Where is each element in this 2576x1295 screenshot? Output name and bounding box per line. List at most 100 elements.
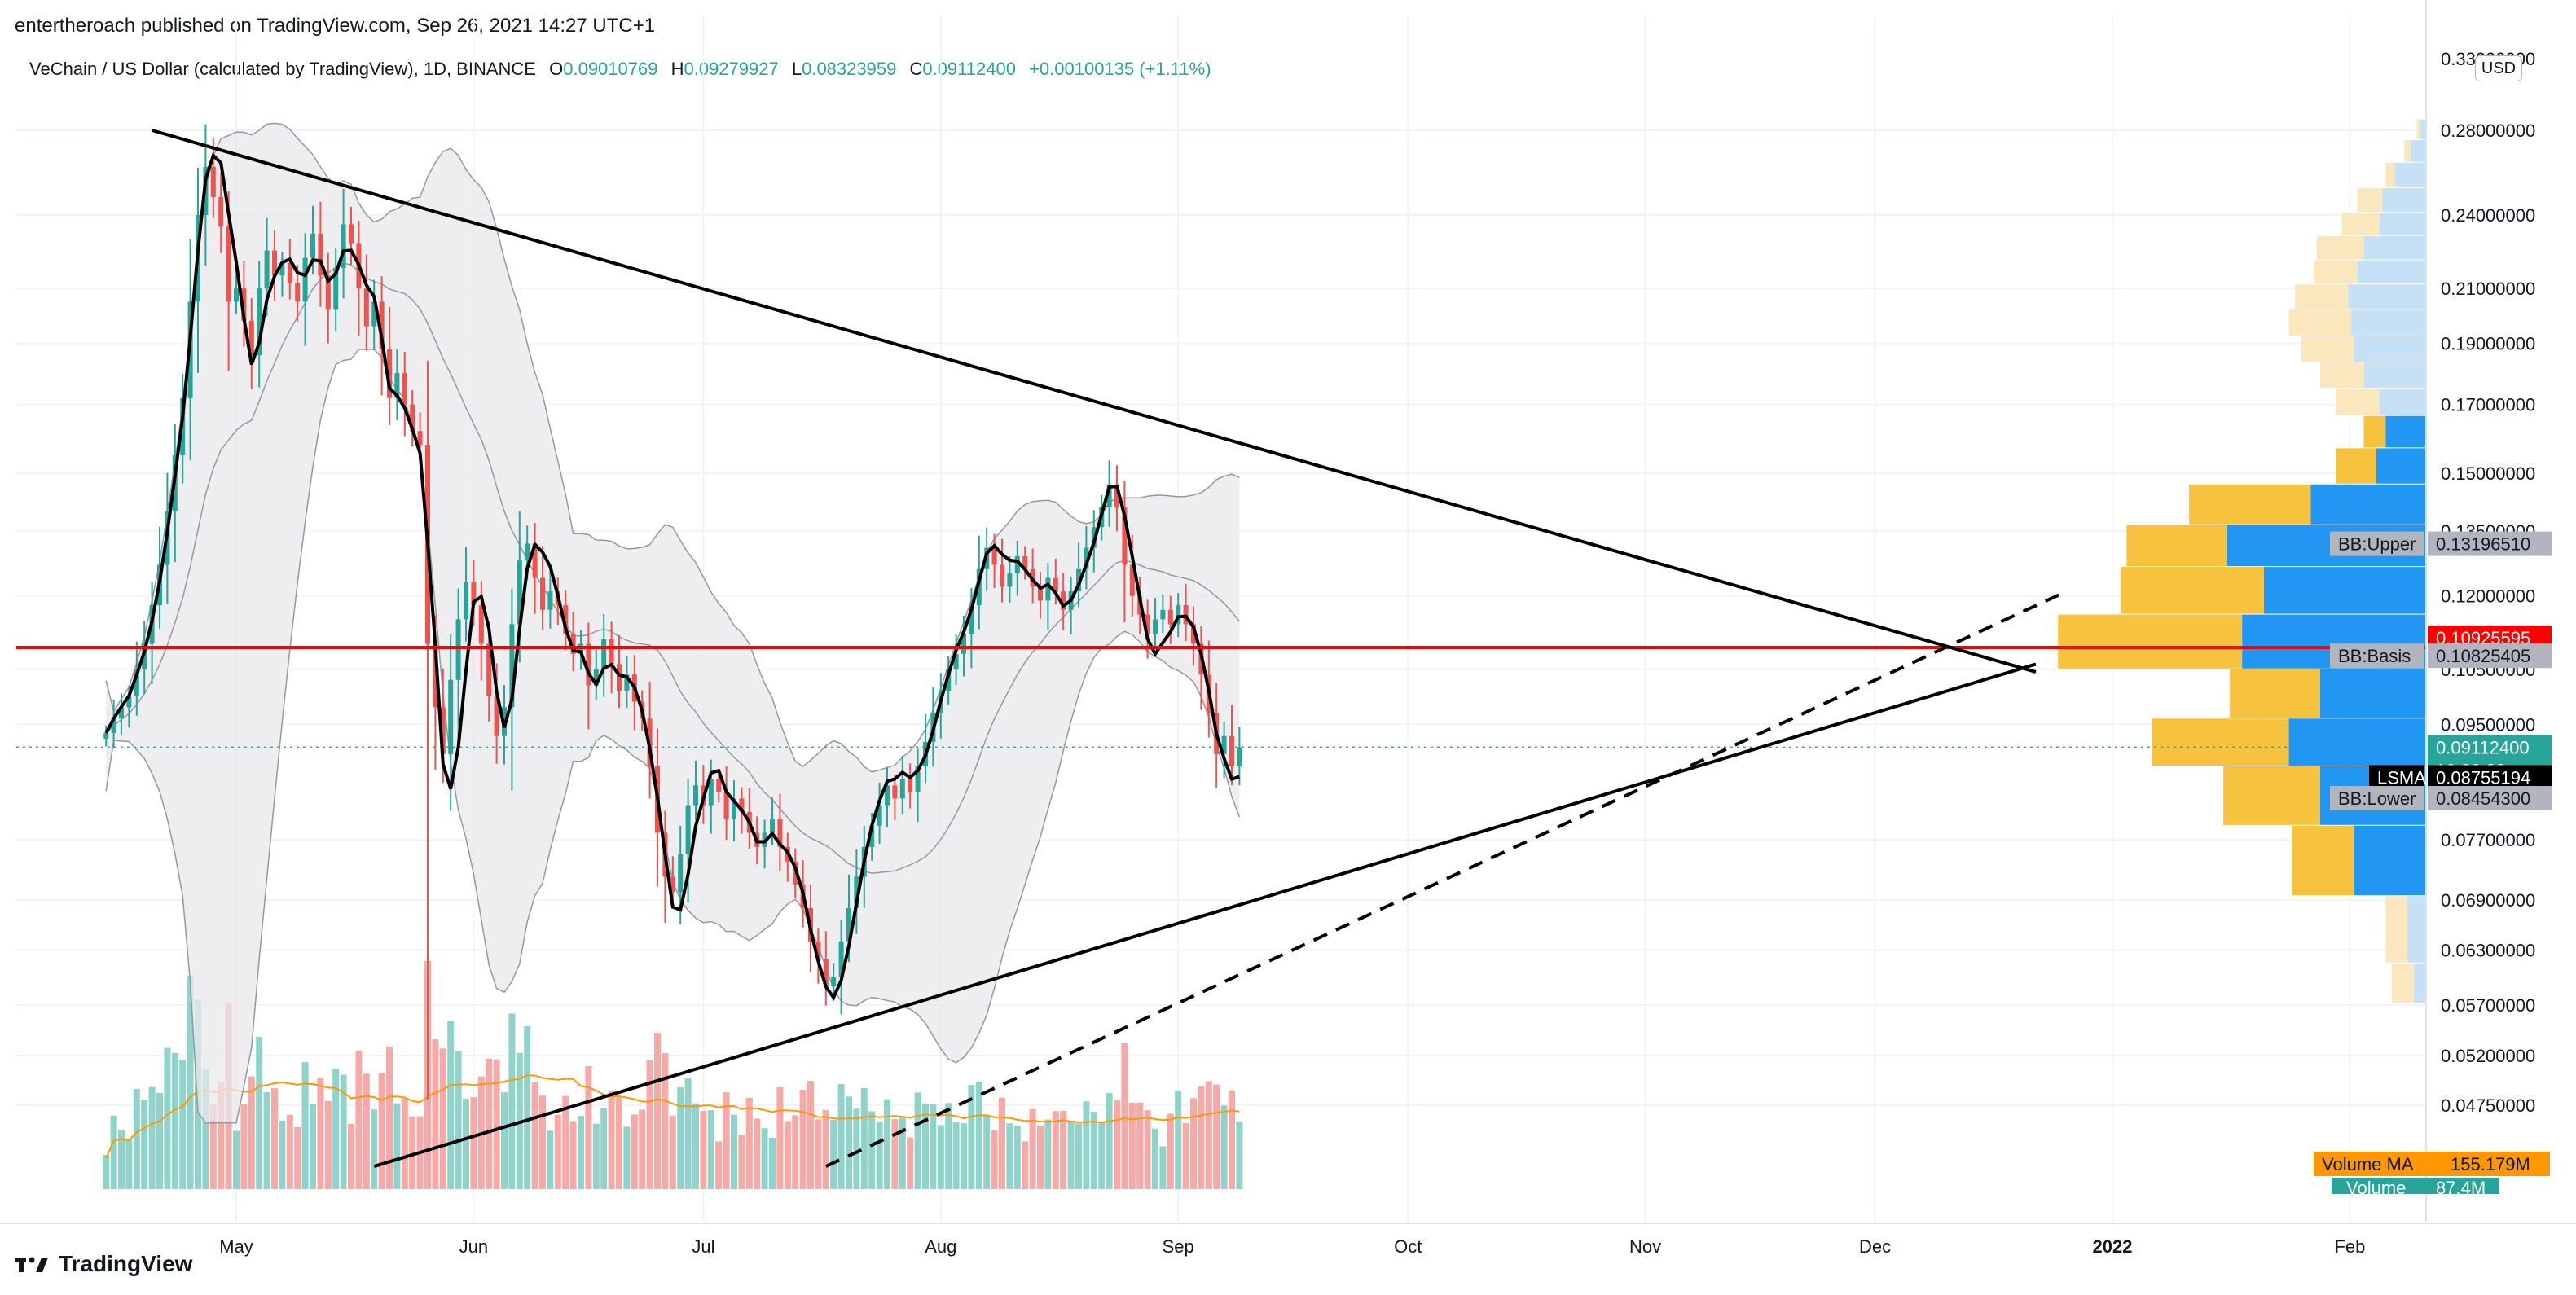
- volume-bar: [263, 1092, 270, 1189]
- candle-body: [241, 288, 247, 321]
- candle-body: [379, 301, 385, 349]
- candle-body: [210, 166, 216, 197]
- volume-bar: [432, 1039, 439, 1189]
- candle-body: [302, 257, 308, 302]
- symbol-title: VeChain / US Dollar (calculated by Tradi…: [29, 59, 536, 79]
- volume-bar: [1029, 1108, 1036, 1189]
- time-axis[interactable]: May Jun Jul Aug Sep Oct Nov Dec 2022 Feb: [219, 1236, 2365, 1257]
- candle-body: [318, 233, 323, 276]
- volume-profile-down: [2152, 718, 2289, 766]
- volume-profile-down: [2385, 896, 2408, 963]
- volume-bar: [608, 1091, 615, 1189]
- price-tag-label-box: [2330, 786, 2424, 811]
- candle-body: [295, 283, 301, 302]
- price-tag-value: 0.10825405: [2436, 646, 2530, 666]
- volume-bar: [148, 1086, 156, 1189]
- volume-bar: [922, 1103, 929, 1189]
- volume-bar: [1114, 1100, 1120, 1189]
- volume-bar: [914, 1092, 921, 1189]
- volume-bar: [1190, 1098, 1197, 1189]
- volume-ma-line: [105, 1074, 1240, 1159]
- price-tick-label: 0.24000000: [2441, 205, 2535, 226]
- time-tick-label: Nov: [1629, 1236, 1661, 1257]
- candle-body: [563, 605, 569, 634]
- time-tick-label: 2022: [2093, 1236, 2133, 1257]
- price-tag-label-box: [2369, 765, 2424, 790]
- volume-bar: [868, 1111, 876, 1189]
- candle-body: [264, 250, 270, 289]
- time-tick-label: May: [219, 1236, 253, 1257]
- candle-body: [617, 664, 622, 691]
- candle-body: [532, 543, 538, 578]
- volume-bar: [1098, 1122, 1106, 1189]
- volume-bar: [891, 1119, 899, 1189]
- price-tag-label: BB:Lower: [2338, 788, 2416, 809]
- volume-bar: [1182, 1122, 1189, 1189]
- volume-profile-up: [2410, 140, 2426, 162]
- volume-bar: [531, 1082, 538, 1189]
- candle-body: [1084, 547, 1089, 569]
- trendlines[interactable]: [152, 129, 2068, 1168]
- price-tag: 0.08755194 LSMA: [2369, 765, 2552, 790]
- volume-bar: [363, 1073, 370, 1189]
- volume-bar: [1006, 1123, 1013, 1189]
- volume-label: Volume: [2346, 1178, 2406, 1198]
- volume-bar: [1037, 1125, 1044, 1189]
- candle-body: [1176, 605, 1181, 625]
- candle-body: [455, 619, 461, 680]
- volume-ma-value: 155.179M: [2451, 1154, 2530, 1174]
- volume-bar: [784, 1121, 791, 1189]
- candle-body: [953, 653, 959, 669]
- candle-body: [1022, 555, 1028, 569]
- volume-bar: [294, 1127, 301, 1189]
- volume-bar: [271, 1088, 278, 1189]
- volume-profile-up: [2354, 825, 2426, 896]
- volume-bar: [884, 1099, 890, 1189]
- volume-bar: [348, 1123, 354, 1189]
- volume-bar: [125, 1139, 133, 1189]
- lsma-line: [104, 152, 1241, 1001]
- volume-bar: [815, 1119, 822, 1189]
- trendline: [373, 662, 2037, 1168]
- volume-profile-up: [2376, 448, 2426, 484]
- volume-bar: [401, 1098, 408, 1189]
- volume-bar: [547, 1130, 554, 1189]
- candle-body: [732, 798, 736, 819]
- price-axis[interactable]: 0.330000000.280000000.240000000.21000000…: [2441, 49, 2535, 1116]
- volume-bar: [1175, 1091, 1182, 1189]
- volume-bar: [463, 1098, 469, 1189]
- price-tag: 0.10825405 BB:Basis: [2330, 643, 2552, 669]
- volume-bar: [837, 1084, 845, 1189]
- price-tag-label-box: [2330, 643, 2424, 669]
- volume-profile-up: [2351, 309, 2426, 336]
- volume-bar: [669, 1115, 676, 1189]
- volume-bar: [539, 1095, 546, 1189]
- volume-profile-up: [2394, 162, 2426, 188]
- candle-body: [363, 288, 369, 327]
- volume-bar: [1128, 1103, 1136, 1189]
- volume-bar: [592, 1123, 600, 1189]
- candle-body: [272, 250, 277, 276]
- volume-bar: [455, 1051, 462, 1189]
- candle-body: [716, 779, 722, 792]
- volume-profile-down: [2335, 388, 2380, 415]
- volume-bar: [738, 1135, 745, 1189]
- currency-button[interactable]: USD: [2475, 55, 2522, 81]
- candle-body: [1045, 577, 1051, 601]
- volume-profile-up: [2379, 213, 2426, 235]
- volume-bar: [754, 1118, 761, 1189]
- price-tag-value: 0.09112400: [2436, 737, 2530, 757]
- candle-body: [1038, 586, 1043, 601]
- candle-body: [509, 624, 515, 708]
- volume-profile-up: [2385, 415, 2426, 448]
- volume-profile-down: [2058, 614, 2243, 669]
- volume-bar: [999, 1097, 1005, 1189]
- volume-bar: [202, 1069, 209, 1189]
- volume-bar: [340, 1074, 347, 1189]
- volume-bar: [141, 1100, 148, 1189]
- volume-bar: [1075, 1123, 1082, 1189]
- volume-bar: [133, 1088, 140, 1189]
- candle-body: [885, 785, 890, 806]
- price-tick-label: 0.04750000: [2441, 1095, 2535, 1116]
